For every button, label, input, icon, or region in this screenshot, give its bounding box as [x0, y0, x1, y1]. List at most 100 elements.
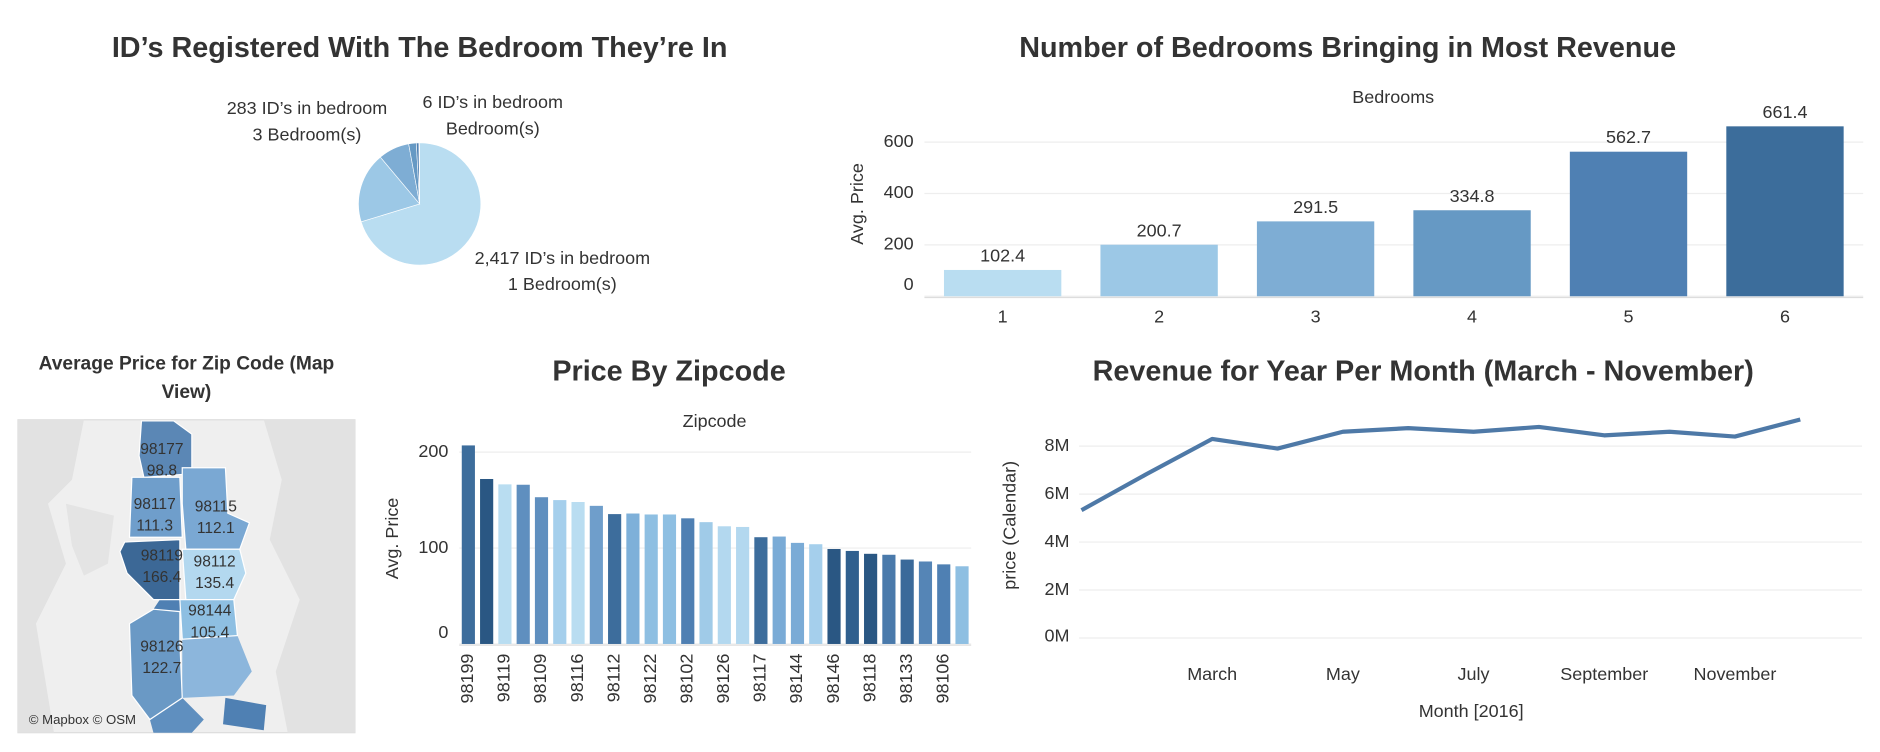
bar	[736, 526, 750, 644]
slice-label: 3 Bedroom(s)	[253, 124, 362, 144]
value-label: 200.7	[1137, 220, 1182, 240]
x-tick-label: 1	[998, 307, 1008, 327]
bar	[772, 536, 786, 644]
bar	[937, 564, 951, 644]
x-tick-label: March	[1187, 664, 1237, 684]
y-tick-label: 2M	[1045, 579, 1070, 599]
bar	[534, 497, 549, 644]
x-tick-label: May	[1326, 664, 1360, 684]
slice-label: 2,417 ID’s in bedroom	[475, 248, 650, 268]
y-tick-label: 200	[418, 441, 448, 461]
x-tick-label: 98122	[640, 654, 660, 704]
bar	[662, 514, 677, 644]
x-tick-label: September	[1560, 664, 1648, 684]
bar	[1726, 126, 1844, 297]
chart-title: Price By Zipcode	[552, 356, 785, 388]
pie-slice	[360, 142, 482, 266]
pie-slice	[418, 142, 420, 204]
zip-value: 135.4	[195, 575, 234, 592]
y-axis-title: Avg. Price	[847, 163, 867, 245]
bar	[589, 505, 603, 644]
bar	[1256, 221, 1375, 297]
bar	[461, 445, 475, 644]
y-tick-label: 0M	[1045, 626, 1070, 646]
y-tick-label: 600	[884, 131, 914, 151]
slice-label: 1 Bedroom(s)	[508, 274, 617, 294]
axis-header: Zipcode	[683, 411, 747, 431]
y-tick-label: 400	[884, 182, 914, 202]
x-axis-title: Month [2016]	[1419, 701, 1524, 721]
y-tick-label: 0	[438, 622, 448, 642]
zip-value: 166.4	[142, 569, 181, 586]
x-tick-label: 98109	[530, 654, 550, 704]
bar	[608, 514, 622, 644]
y-tick-label: 100	[418, 537, 448, 557]
x-tick-label: 98102	[677, 654, 697, 704]
x-tick-label: 3	[1311, 307, 1321, 327]
bar	[864, 553, 878, 644]
zip-label: 98126	[140, 639, 183, 656]
x-tick-label: 5	[1624, 307, 1634, 327]
y-tick-label: 4M	[1045, 531, 1070, 551]
chart-title: Revenue for Year Per Month (March - Nove…	[1093, 356, 1754, 388]
bar	[1569, 151, 1688, 297]
bar	[571, 502, 585, 644]
x-tick-label: 98133	[896, 654, 916, 704]
x-tick-label: 2	[1154, 307, 1164, 327]
x-tick-label: 98112	[603, 654, 623, 703]
bar	[516, 484, 530, 644]
bar	[717, 526, 731, 644]
zip-value: 105.4	[190, 624, 229, 641]
x-tick-label: 98199	[457, 654, 477, 704]
y-tick-label: 0	[904, 274, 914, 294]
bar	[845, 550, 859, 644]
zip-label: 98144	[188, 603, 232, 620]
bar	[900, 559, 914, 644]
x-tick-label: 98118	[859, 654, 879, 703]
pie-slice	[358, 156, 421, 223]
map-title-box: Average Price for Zip Code (Map View)	[39, 354, 335, 403]
x-tick-label: 98126	[713, 654, 733, 704]
bar	[943, 269, 1062, 297]
zip-label: 98117	[134, 496, 176, 513]
bar	[553, 500, 567, 644]
zip-region	[128, 476, 183, 538]
x-tick-label: 98116	[567, 654, 587, 703]
zip-label: 98115	[195, 498, 237, 515]
y-tick-label: 6M	[1045, 483, 1070, 503]
bar	[1413, 210, 1531, 297]
value-label: 102.4	[980, 246, 1025, 266]
x-tick-label: 6	[1780, 307, 1790, 327]
bar	[626, 513, 640, 644]
value-label: 661.4	[1762, 102, 1807, 122]
bar	[882, 554, 896, 644]
slice-label: Bedroom(s)	[446, 118, 540, 138]
zip-label: 98177	[140, 441, 183, 458]
zip-value: 111.3	[136, 518, 173, 535]
y-tick-label: 8M	[1045, 435, 1070, 455]
bar	[790, 542, 805, 644]
zip-value: 112.1	[197, 520, 235, 537]
x-tick-label: 4	[1467, 307, 1477, 327]
bar	[955, 566, 969, 644]
line-series	[1080, 417, 1801, 513]
value-label: 562.7	[1606, 127, 1651, 147]
y-axis-title: Avg. Price	[382, 498, 402, 580]
bar	[681, 518, 695, 644]
x-tick-label: 98144	[786, 654, 806, 704]
map-attribution: © Mapbox © OSM	[29, 712, 136, 727]
bar	[754, 537, 768, 644]
zip-label: 98112	[194, 554, 236, 571]
chart-title: ID’s Registered With The Bedroom They’re…	[112, 32, 728, 64]
axis-header: Bedrooms	[1352, 87, 1434, 107]
bar	[480, 478, 494, 644]
value-label: 291.5	[1293, 197, 1338, 217]
bar	[644, 514, 658, 644]
slice-label: 6 ID’s in bedroom	[423, 92, 564, 112]
y-tick-label: 200	[884, 234, 914, 254]
x-tick-label: 98146	[823, 654, 843, 704]
zip-value: 98.8	[147, 462, 177, 479]
x-tick-label: July	[1458, 664, 1490, 684]
